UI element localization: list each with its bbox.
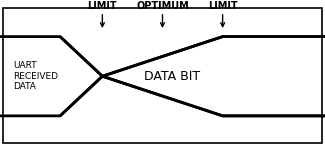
Text: UART
RECEIVED
DATA: UART RECEIVED DATA <box>13 61 58 91</box>
Text: OPTIMUM: OPTIMUM <box>136 1 189 11</box>
Text: LIMIT: LIMIT <box>208 1 238 11</box>
Text: LIMIT: LIMIT <box>87 1 117 11</box>
Text: DATA BIT: DATA BIT <box>144 70 200 83</box>
